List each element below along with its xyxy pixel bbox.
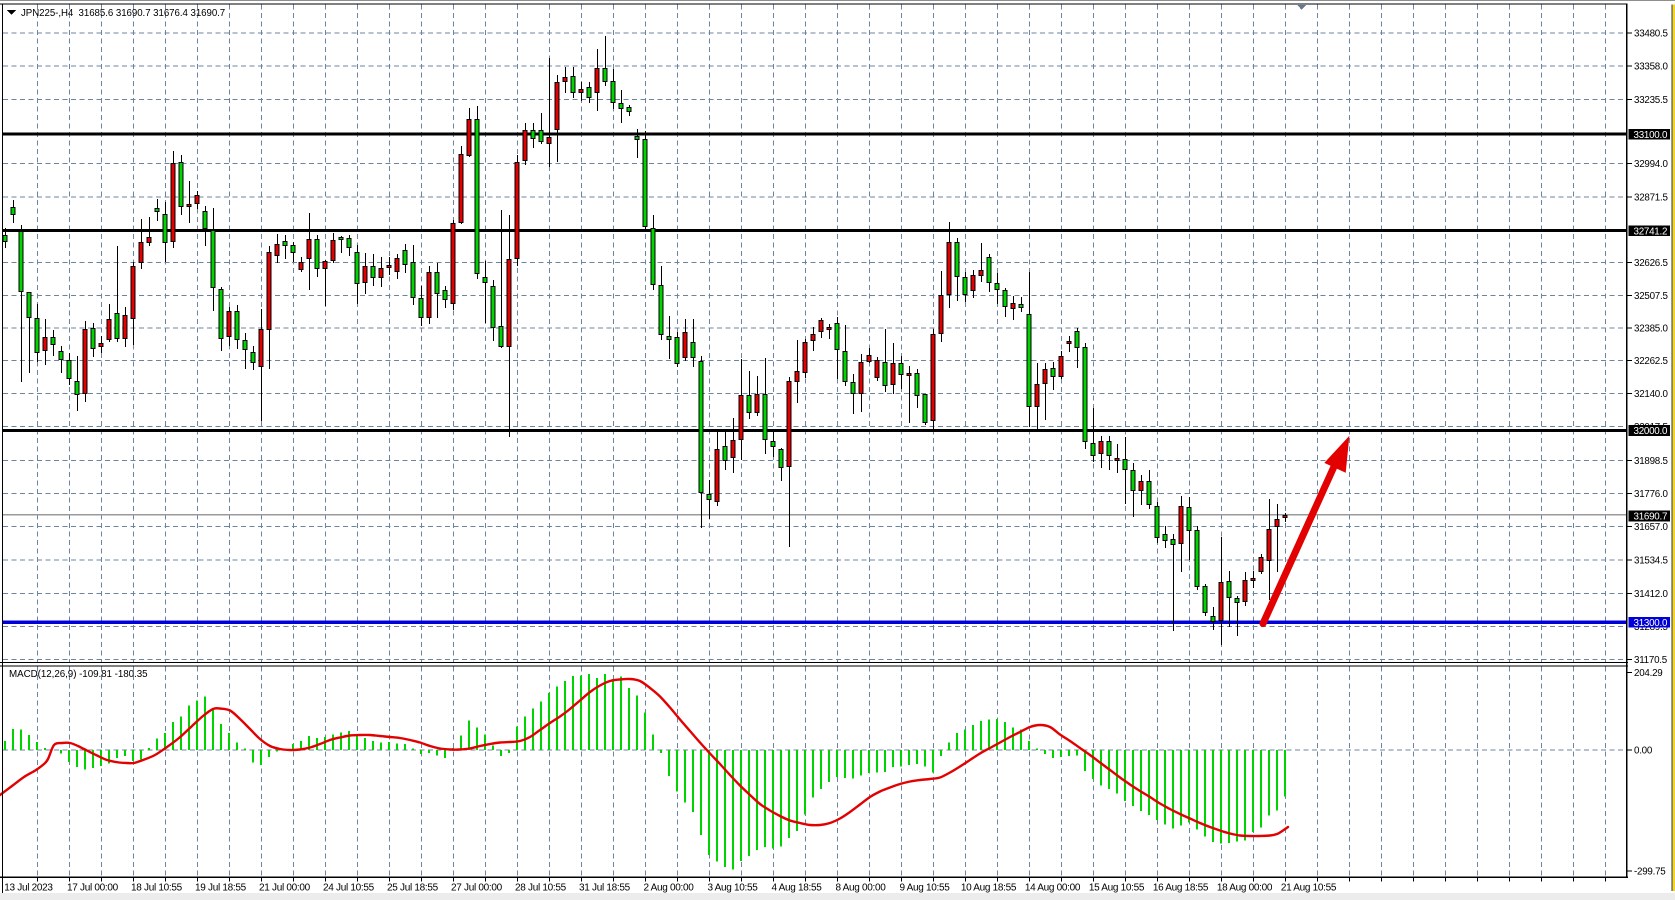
svg-text:21 Aug 10:55: 21 Aug 10:55 bbox=[1281, 883, 1337, 894]
svg-text:19 Jul 18:55: 19 Jul 18:55 bbox=[195, 883, 247, 894]
svg-text:31776.0: 31776.0 bbox=[1634, 489, 1668, 500]
svg-text:32140.0: 32140.0 bbox=[1634, 389, 1668, 400]
svg-text:32262.5: 32262.5 bbox=[1634, 356, 1668, 367]
svg-text:33100.0: 33100.0 bbox=[1634, 130, 1668, 141]
svg-text:13 Jul 2023: 13 Jul 2023 bbox=[4, 883, 53, 894]
svg-text:MACD(12,26,9) -109.81 -180.35: MACD(12,26,9) -109.81 -180.35 bbox=[9, 669, 148, 680]
svg-text:32626.5: 32626.5 bbox=[1634, 258, 1668, 269]
svg-text:17 Jul 00:00: 17 Jul 00:00 bbox=[67, 883, 119, 894]
svg-text:32994.0: 32994.0 bbox=[1634, 159, 1668, 170]
svg-text:204.29: 204.29 bbox=[1634, 668, 1662, 679]
svg-text:32000.0: 32000.0 bbox=[1634, 426, 1668, 437]
svg-text:2 Aug 00:00: 2 Aug 00:00 bbox=[643, 883, 694, 894]
svg-text:8 Aug 00:00: 8 Aug 00:00 bbox=[835, 883, 886, 894]
svg-text:32871.5: 32871.5 bbox=[1634, 193, 1668, 204]
svg-text:25 Jul 18:55: 25 Jul 18:55 bbox=[387, 883, 439, 894]
svg-text:-299.75: -299.75 bbox=[1634, 867, 1666, 878]
svg-text:32507.5: 32507.5 bbox=[1634, 291, 1668, 302]
svg-text:31657.0: 31657.0 bbox=[1634, 522, 1668, 533]
svg-text:9 Aug 10:55: 9 Aug 10:55 bbox=[899, 883, 950, 894]
svg-text:21 Jul 00:00: 21 Jul 00:00 bbox=[259, 883, 311, 894]
svg-text:24 Jul 10:55: 24 Jul 10:55 bbox=[323, 883, 375, 894]
svg-text:18 Aug 00:00: 18 Aug 00:00 bbox=[1217, 883, 1273, 894]
svg-text:18 Jul 10:55: 18 Jul 10:55 bbox=[131, 883, 183, 894]
svg-text:4 Aug 18:55: 4 Aug 18:55 bbox=[771, 883, 822, 894]
svg-text:33358.0: 33358.0 bbox=[1634, 62, 1668, 73]
svg-text:31690.7: 31690.7 bbox=[1634, 512, 1668, 523]
svg-text:27 Jul 00:00: 27 Jul 00:00 bbox=[451, 883, 503, 894]
svg-text:14 Aug 00:00: 14 Aug 00:00 bbox=[1025, 883, 1081, 894]
svg-text:31412.0: 31412.0 bbox=[1634, 589, 1668, 600]
svg-text:3 Aug 10:55: 3 Aug 10:55 bbox=[707, 883, 758, 894]
svg-text:31300.0: 31300.0 bbox=[1634, 618, 1668, 629]
svg-text:10 Aug 18:55: 10 Aug 18:55 bbox=[961, 883, 1017, 894]
svg-text:31170.5: 31170.5 bbox=[1634, 655, 1668, 666]
svg-text:33480.5: 33480.5 bbox=[1634, 29, 1668, 40]
svg-text:28 Jul 10:55: 28 Jul 10:55 bbox=[515, 883, 567, 894]
svg-text:0.00: 0.00 bbox=[1634, 746, 1653, 757]
svg-text:JPN225-,H4 31685.6 31690.7 31: JPN225-,H4 31685.6 31690.7 31676.4 31690… bbox=[21, 8, 225, 19]
svg-text:15 Aug 10:55: 15 Aug 10:55 bbox=[1089, 883, 1145, 894]
svg-text:33235.5: 33235.5 bbox=[1634, 95, 1668, 106]
svg-text:16 Aug 18:55: 16 Aug 18:55 bbox=[1153, 883, 1209, 894]
svg-text:31898.5: 31898.5 bbox=[1634, 456, 1668, 467]
svg-text:31 Jul 18:55: 31 Jul 18:55 bbox=[579, 883, 631, 894]
svg-text:32385.0: 32385.0 bbox=[1634, 324, 1668, 335]
svg-text:31534.5: 31534.5 bbox=[1634, 556, 1668, 567]
svg-text:32741.2: 32741.2 bbox=[1634, 227, 1668, 238]
